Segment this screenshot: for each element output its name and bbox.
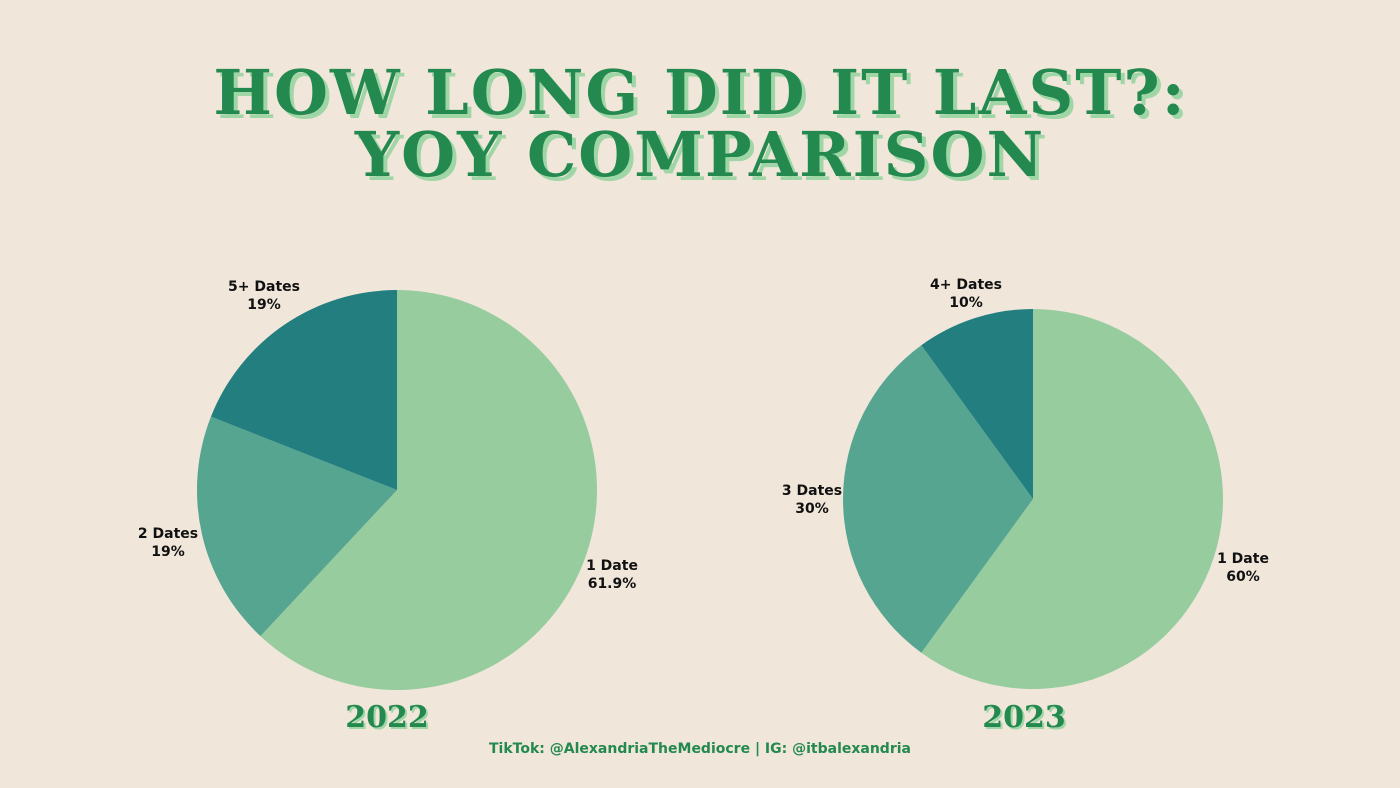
pie-2022-slice-5plus-dates (210, 290, 397, 490)
pie-2023-slice-4plus-dates (921, 309, 1033, 499)
chart-title: HOW LONG DID IT LAST?: YOY COMPARISON (0, 62, 1400, 186)
pie-2023-slice-1-date (921, 309, 1223, 689)
pie-2022-label-5plus-dates: 5+ Dates 19% (228, 279, 300, 313)
pie-2022-year-label: 2022 (345, 700, 429, 735)
pie-2022-label-1-date-percent: 61.9% (588, 576, 637, 592)
pie-2023-slice-3-dates (843, 345, 1033, 653)
pie-2022-slice-2-dates (196, 416, 397, 637)
pie-2022-label-1-date: 1 Date 61.9% (586, 558, 638, 592)
pie-2022-label-2-dates-category: 2 Dates (138, 526, 198, 542)
pie-2022-label-5plus-dates-percent: 19% (247, 297, 281, 313)
pie-2023-label-4plus-dates: 4+ Dates 10% (930, 277, 1002, 311)
footer-credits: TikTok: @AlexandriaTheMediocre | IG: @it… (489, 741, 911, 757)
pie-2023-label-1-date-category: 1 Date (1217, 551, 1269, 567)
pie-2022-label-1-date-category: 1 Date (586, 558, 638, 574)
pie-2022-slice-1-date (260, 290, 597, 690)
pie-2023-label-3-dates-percent: 30% (795, 501, 829, 517)
pie-2022-label-2-dates: 2 Dates 19% (138, 526, 198, 560)
title-line-2: YOY COMPARISON (354, 118, 1046, 191)
pie-2023-label-4plus-dates-percent: 10% (949, 295, 983, 311)
title-line-1: HOW LONG DID IT LAST?: (213, 56, 1187, 129)
pie-2023-label-3-dates: 3 Dates 30% (782, 483, 842, 517)
pie-2022-label-2-dates-percent: 19% (151, 544, 185, 560)
pie-2023-year-label: 2023 (982, 700, 1066, 735)
pie-2022-label-5plus-dates-category: 5+ Dates (228, 279, 300, 295)
pie-2023-label-3-dates-category: 3 Dates (782, 483, 842, 499)
pie-2023-label-1-date-percent: 60% (1226, 569, 1260, 585)
pie-2023-label-1-date: 1 Date 60% (1217, 551, 1269, 585)
pie-2023-label-4plus-dates-category: 4+ Dates (930, 277, 1002, 293)
